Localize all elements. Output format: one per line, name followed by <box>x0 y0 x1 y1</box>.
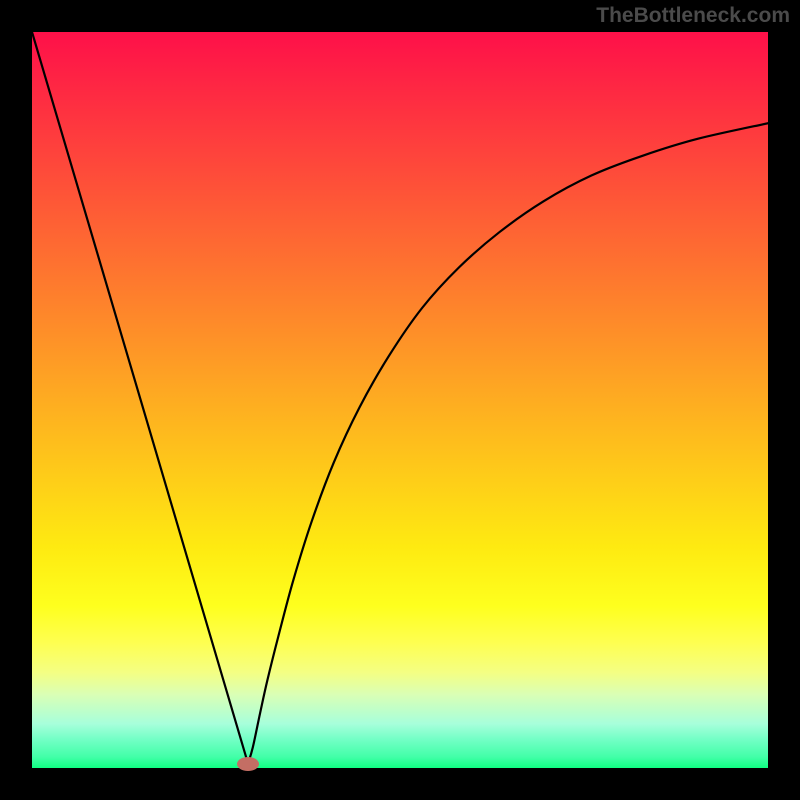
plot-area <box>32 32 768 768</box>
optimum-marker <box>237 757 259 771</box>
chart-frame: TheBottleneck.com <box>0 0 800 800</box>
watermark-text: TheBottleneck.com <box>596 4 790 28</box>
performance-curve <box>32 32 768 768</box>
